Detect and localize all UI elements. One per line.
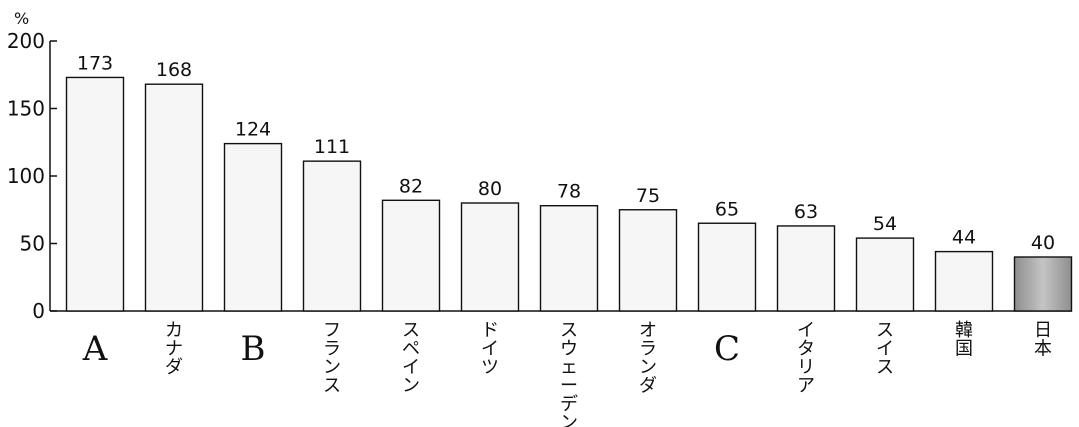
y-tick-label: 150 [7, 97, 45, 121]
bar [144, 83, 204, 312]
category-label: スウェーデン [560, 320, 578, 427]
value-label: 111 [314, 136, 350, 158]
value-label: 75 [636, 185, 660, 207]
bar [776, 225, 836, 312]
category-label: ドイツ [481, 320, 499, 378]
y-axis-ticks: 0 50 100 150 200 [7, 29, 57, 323]
category-labels: A カナダ B フランス スペイン ドイツ スウェーデン オランダ C イタリア スイス 韓国 日本 [82, 320, 1052, 427]
bar [539, 204, 599, 312]
value-label: 173 [77, 52, 113, 74]
y-tick-label: 100 [7, 164, 45, 188]
value-label: 63 [794, 201, 818, 223]
y-axis-unit-label: % [14, 9, 29, 28]
category-label: スイス [876, 320, 894, 378]
bar [855, 237, 915, 312]
bar [618, 209, 678, 312]
category-label: A [82, 329, 108, 369]
bar [934, 250, 994, 312]
bar [460, 202, 520, 312]
bar [302, 160, 362, 312]
category-label: イタリア [797, 320, 815, 397]
bar [1013, 256, 1073, 312]
y-tick-label: 200 [7, 29, 45, 53]
category-label: カナダ [165, 320, 183, 378]
value-label: 40 [1031, 232, 1055, 254]
category-label: 韓国 [955, 320, 973, 360]
y-tick-label: 0 [32, 299, 45, 323]
bars [65, 76, 1073, 312]
category-label: C [714, 329, 740, 369]
category-label: スペイン [402, 320, 420, 397]
value-label: 82 [399, 175, 423, 197]
value-labels: 173 168 124 111 82 80 78 75 65 63 54 44 40 [77, 52, 1055, 254]
value-label: 44 [952, 227, 976, 249]
value-label: 65 [715, 198, 739, 220]
value-label: 168 [156, 59, 192, 81]
value-label: 124 [235, 119, 271, 141]
bar [65, 76, 125, 312]
value-label: 78 [557, 181, 581, 203]
category-label: 日本 [1034, 320, 1052, 360]
category-label: オランダ [639, 320, 657, 397]
category-label: フランス [323, 320, 341, 397]
y-tick-label: 50 [20, 232, 45, 256]
value-label: 80 [478, 178, 502, 200]
bar [223, 142, 283, 312]
bar [697, 222, 757, 312]
category-label: B [241, 329, 266, 369]
value-label: 54 [873, 213, 897, 235]
bar [381, 199, 441, 312]
